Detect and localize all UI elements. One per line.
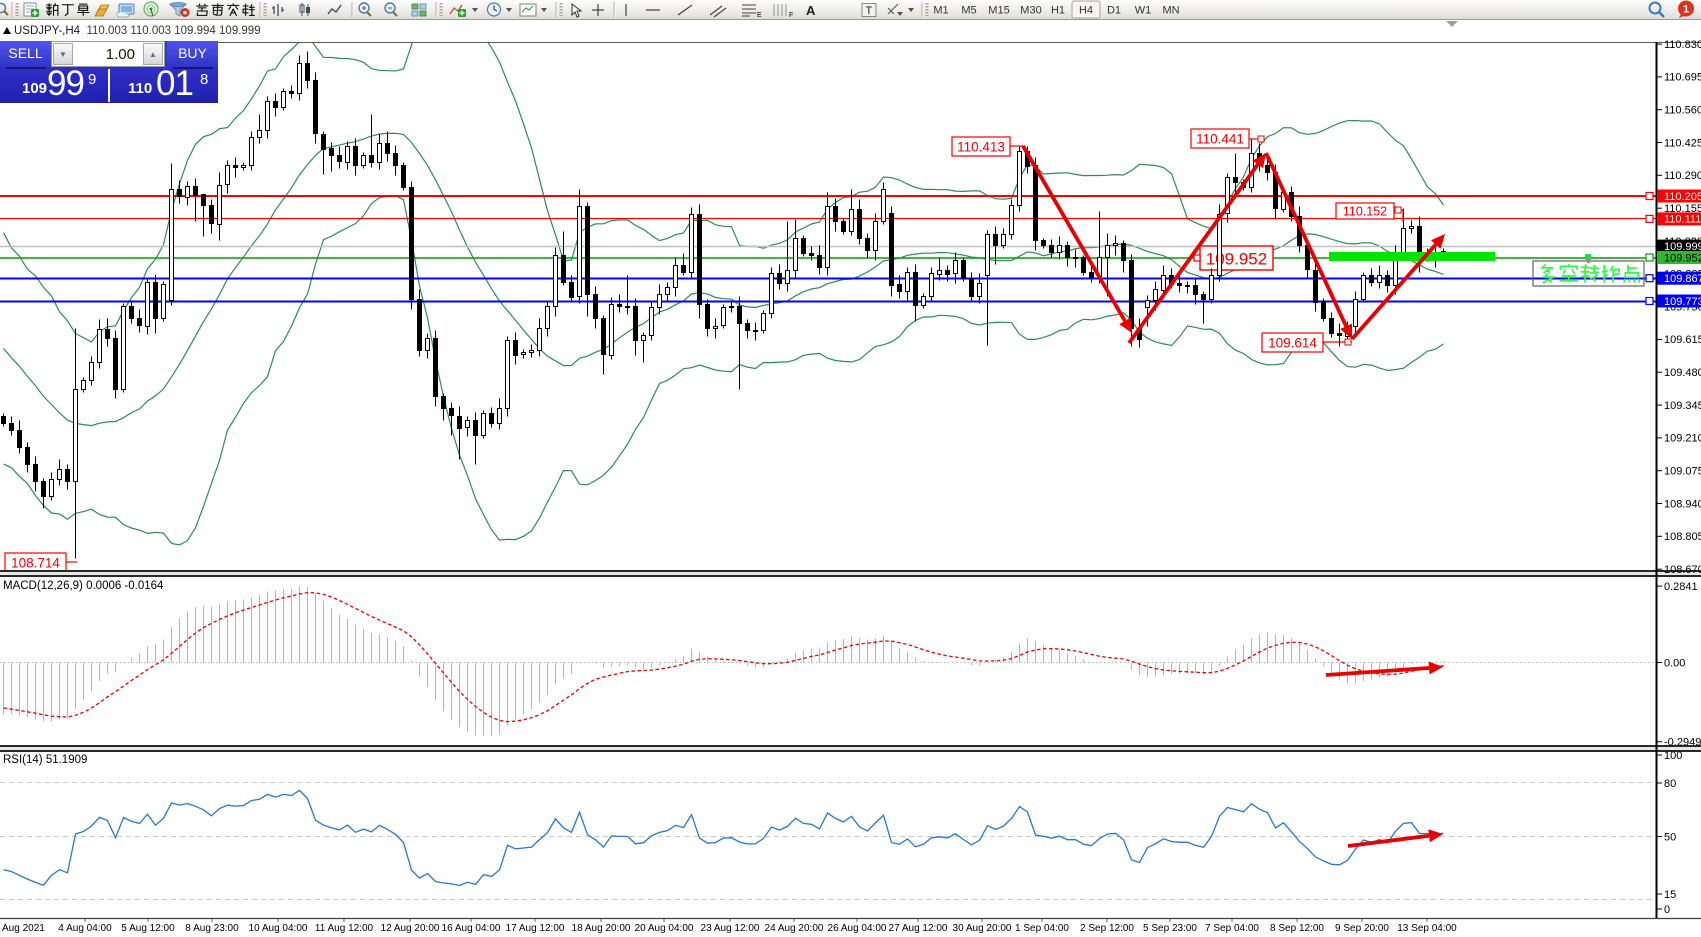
svg-text:109.075: 109.075 bbox=[1664, 466, 1701, 478]
svg-text:W1: W1 bbox=[1135, 5, 1152, 17]
svg-text:16 Aug 04:00: 16 Aug 04:00 bbox=[442, 923, 501, 934]
svg-text:2 Sep 12:00: 2 Sep 12:00 bbox=[1080, 923, 1134, 934]
svg-text:A: A bbox=[806, 3, 816, 18]
svg-text:80: 80 bbox=[1664, 778, 1676, 790]
svg-text:0: 0 bbox=[1664, 904, 1670, 916]
svg-text:H1: H1 bbox=[1051, 5, 1065, 17]
svg-text:7 Sep 04:00: 7 Sep 04:00 bbox=[1205, 923, 1259, 934]
svg-text:109.345: 109.345 bbox=[1664, 400, 1701, 412]
svg-text:0.00: 0.00 bbox=[1664, 657, 1685, 669]
svg-text:109.999: 109.999 bbox=[1664, 241, 1701, 253]
svg-text:5 Sep 23:00: 5 Sep 23:00 bbox=[1143, 923, 1197, 934]
svg-text:H4: H4 bbox=[1079, 5, 1093, 17]
svg-text:Aug 2021: Aug 2021 bbox=[2, 923, 45, 934]
svg-text:T: T bbox=[866, 5, 873, 17]
svg-text:MACD(12,26,9) 0.0006 -0.0164: MACD(12,26,9) 0.0006 -0.0164 bbox=[3, 580, 164, 592]
svg-text:E: E bbox=[757, 12, 762, 19]
svg-text:D1: D1 bbox=[1107, 5, 1121, 17]
svg-text:109.867: 109.867 bbox=[1664, 273, 1701, 285]
svg-text:MN: MN bbox=[1162, 5, 1179, 17]
svg-text:11 Aug 12:00: 11 Aug 12:00 bbox=[315, 923, 374, 934]
svg-text:109.210: 109.210 bbox=[1664, 433, 1701, 445]
svg-text:8 Aug 23:00: 8 Aug 23:00 bbox=[185, 923, 239, 934]
svg-text:110.413: 110.413 bbox=[957, 139, 1005, 154]
svg-text:M15: M15 bbox=[988, 5, 1009, 17]
svg-text:110.695: 110.695 bbox=[1664, 72, 1701, 84]
svg-text:1: 1 bbox=[1683, 4, 1689, 16]
svg-text:26 Aug 04:00: 26 Aug 04:00 bbox=[828, 923, 887, 934]
svg-text:-0.2949: -0.2949 bbox=[1664, 737, 1701, 749]
svg-text:110.441: 110.441 bbox=[1196, 131, 1244, 146]
svg-text:23 Aug 12:00: 23 Aug 12:00 bbox=[701, 923, 760, 934]
svg-text:F: F bbox=[789, 12, 793, 19]
svg-text:110.155: 110.155 bbox=[1664, 203, 1701, 215]
svg-text:20 Aug 04:00: 20 Aug 04:00 bbox=[635, 923, 694, 934]
svg-text:109.952: 109.952 bbox=[1206, 249, 1267, 268]
svg-text:RSI(14) 51.1909: RSI(14) 51.1909 bbox=[3, 754, 87, 766]
svg-text:110.205: 110.205 bbox=[1664, 191, 1701, 203]
svg-text:109.773: 109.773 bbox=[1664, 296, 1701, 308]
svg-text:109.480: 109.480 bbox=[1664, 367, 1701, 379]
svg-text:5 Aug 12:00: 5 Aug 12:00 bbox=[121, 923, 175, 934]
svg-text:110.111: 110.111 bbox=[1664, 214, 1701, 226]
svg-text:9 Sep 20:00: 9 Sep 20:00 bbox=[1335, 923, 1389, 934]
svg-text:110.290: 110.290 bbox=[1664, 170, 1701, 182]
svg-text:110.560: 110.560 bbox=[1664, 105, 1701, 117]
svg-text:8 Sep 12:00: 8 Sep 12:00 bbox=[1270, 923, 1324, 934]
svg-text:108.805: 108.805 bbox=[1664, 531, 1701, 543]
svg-text:100: 100 bbox=[1664, 750, 1682, 762]
svg-text:27 Aug 12:00: 27 Aug 12:00 bbox=[889, 923, 948, 934]
svg-text:110.425: 110.425 bbox=[1664, 137, 1701, 149]
svg-text:10 Aug 04:00: 10 Aug 04:00 bbox=[249, 923, 308, 934]
svg-text:50: 50 bbox=[1664, 831, 1676, 843]
svg-text:12 Aug 20:00: 12 Aug 20:00 bbox=[381, 923, 440, 934]
svg-text:4 Aug 04:00: 4 Aug 04:00 bbox=[58, 923, 112, 934]
svg-text:110.830: 110.830 bbox=[1664, 39, 1701, 51]
svg-text:13 Sep 04:00: 13 Sep 04:00 bbox=[1397, 923, 1457, 934]
svg-text:M30: M30 bbox=[1020, 5, 1041, 17]
svg-text:18 Aug 20:00: 18 Aug 20:00 bbox=[572, 923, 631, 934]
svg-text:M1: M1 bbox=[933, 5, 948, 17]
svg-text:17 Aug 12:00: 17 Aug 12:00 bbox=[506, 923, 565, 934]
svg-text:109.615: 109.615 bbox=[1664, 334, 1701, 346]
svg-text:109.614: 109.614 bbox=[1268, 335, 1317, 350]
svg-text:108.940: 108.940 bbox=[1664, 498, 1701, 510]
svg-text:24 Aug 20:00: 24 Aug 20:00 bbox=[765, 923, 824, 934]
svg-text:15: 15 bbox=[1664, 889, 1676, 901]
svg-text:108.714: 108.714 bbox=[11, 555, 60, 570]
svg-text:108.670: 108.670 bbox=[1664, 564, 1701, 576]
svg-text:M5: M5 bbox=[961, 5, 976, 17]
svg-text:1 Sep 04:00: 1 Sep 04:00 bbox=[1015, 923, 1069, 934]
svg-text:110.152: 110.152 bbox=[1343, 205, 1387, 219]
svg-text:109.952: 109.952 bbox=[1664, 252, 1701, 264]
svg-text:30 Aug 20:00: 30 Aug 20:00 bbox=[953, 923, 1012, 934]
svg-text:0.2841: 0.2841 bbox=[1664, 581, 1698, 593]
